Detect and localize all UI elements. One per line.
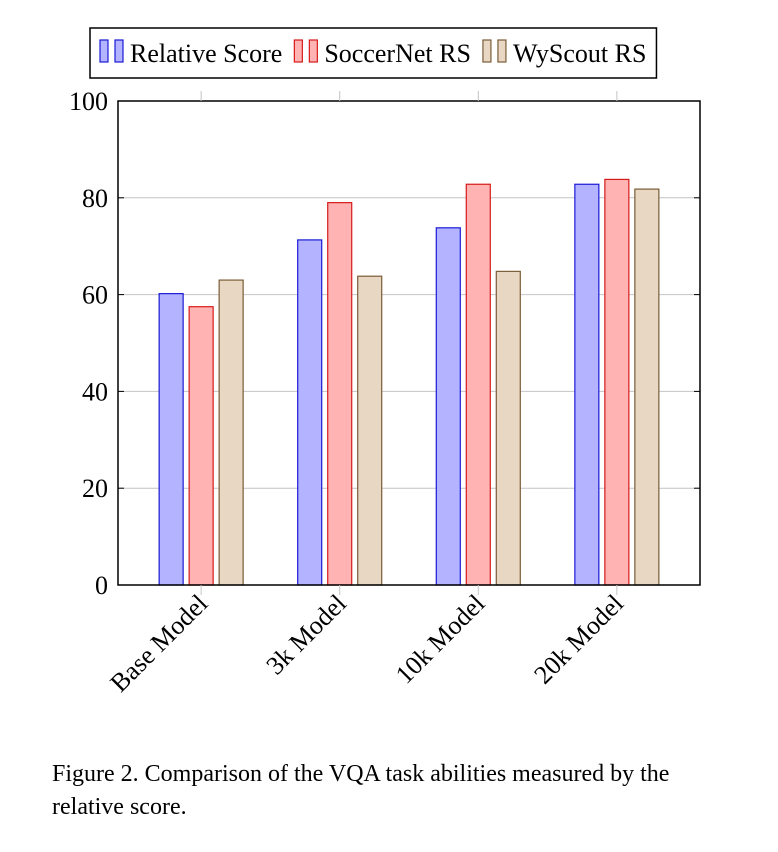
y-tick-label: 100 [69,87,108,116]
bar-wyscout-rs-10k-model [495,270,521,586]
plot-frame [117,100,701,586]
legend-swatch [99,39,109,63]
legend-label: Relative Score [130,39,282,68]
legend-label: WyScout RS [513,39,647,68]
y-tick-label: 20 [82,474,108,503]
x-tick-label: 3k Model [260,589,351,680]
bar-relative-score-10k-model [435,227,461,586]
y-axis-ticks: 0 20 40 60 80 100 [69,87,700,600]
y-tick-label: 60 [82,281,108,310]
bar-chart: Relative Score SoccerNet RS WyScout RS 0 20… [69,27,701,698]
x-tick-label: 10k Model [390,589,491,690]
legend-box [89,27,658,79]
bar-wyscout-rs-base-model [218,279,244,586]
grid-lines [118,197,700,489]
bar-soccernet-rs-3k-model [327,202,353,586]
bar-soccernet-rs-base-model [188,306,214,586]
legend-swatch [114,39,124,63]
bars [158,178,660,586]
figure-caption: Figure 2. Comparison of the VQA task abi… [52,761,670,820]
legend-item-soccernet-rs: SoccerNet RS [293,39,471,68]
bar-wyscout-rs-20k-model [634,188,660,586]
bar-soccernet-rs-20k-model [604,178,630,586]
legend-item-wyscout-rs: WyScout RS [482,39,647,68]
legend-swatch [293,39,303,63]
legend-swatch [482,39,492,63]
legend-label: SoccerNet RS [324,39,471,68]
x-tick-label: 20k Model [528,589,629,690]
x-tick-label: Base Model [105,589,214,698]
y-tick-label: 0 [95,571,108,600]
bar-relative-score-3k-model [297,239,323,586]
bar-relative-score-20k-model [574,183,600,586]
y-tick-label: 40 [82,377,108,406]
bar-soccernet-rs-10k-model [465,183,491,586]
legend-item-relative-score: Relative Score [99,39,282,68]
legend-swatch [497,39,507,63]
chart-legend: Relative Score SoccerNet RS WyScout RS [89,27,658,79]
y-tick-label: 80 [82,184,108,213]
bar-relative-score-base-model [158,293,184,586]
legend-swatch [308,39,318,63]
bar-wyscout-rs-3k-model [357,275,383,586]
